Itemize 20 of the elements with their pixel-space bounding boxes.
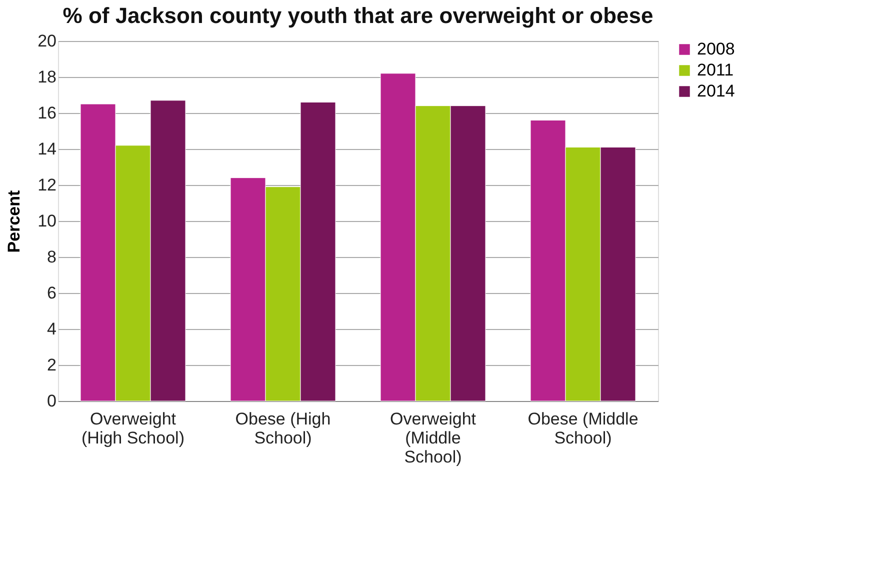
y-tick-label: 20 — [38, 32, 56, 50]
y-tick-label: 16 — [38, 104, 56, 122]
chart-title: % of Jackson county youth that are overweight or obese — [62, 3, 654, 28]
y-tick-label: 0 — [47, 392, 56, 410]
y-axis-title: Percent — [4, 190, 24, 253]
y-tick-label: 8 — [47, 248, 56, 266]
y-tick-label: 18 — [38, 68, 56, 86]
y-tick-label: 10 — [38, 212, 56, 230]
y-tick-label: 2 — [47, 356, 56, 374]
x-tick-label: Obese (Middle School) — [528, 410, 638, 448]
y-tick-label: 12 — [38, 176, 56, 194]
x-tick-label: Obese (High School) — [235, 410, 331, 448]
legend-label: 2014 — [697, 82, 735, 100]
legend-label: 2011 — [697, 60, 734, 80]
legend-label: 2008 — [697, 40, 735, 58]
y-tick-label: 4 — [47, 320, 56, 338]
x-tick-label: Overweight (High School) — [82, 410, 184, 448]
y-tick-label: 14 — [38, 140, 56, 158]
x-tick-label: Overweight (Middle School) — [390, 410, 476, 466]
y-tick-label: 6 — [47, 284, 56, 302]
